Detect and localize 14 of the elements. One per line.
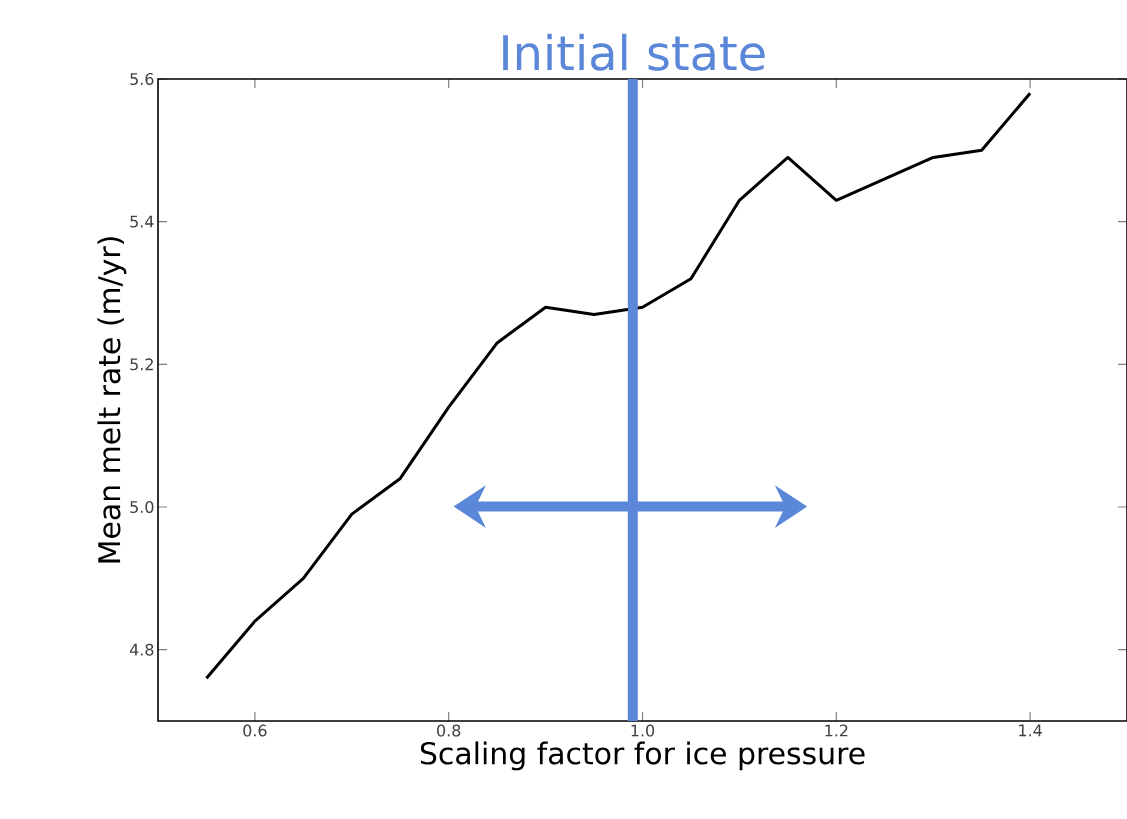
x-tick-label: 1.2 bbox=[825, 724, 848, 737]
y-axis-title: Mean melt rate (m/yr) bbox=[97, 237, 127, 563]
line-series bbox=[204, 91, 1032, 680]
x-tick-label: 0.8 bbox=[437, 724, 461, 737]
y-tick-label: 4.8 bbox=[129, 643, 154, 656]
y-tick-label: 5.2 bbox=[130, 358, 153, 371]
x-tick-label: 0.6 bbox=[243, 724, 267, 737]
ref-line-label: Initial state bbox=[503, 33, 765, 71]
x-tick-label: 1.4 bbox=[1019, 724, 1042, 737]
y-tick-label: 5.4 bbox=[130, 215, 154, 228]
y-tick-label: 5.0 bbox=[130, 500, 154, 514]
y-tick-label: 5.6 bbox=[130, 72, 154, 86]
x-tick-label: 1.0 bbox=[631, 724, 655, 737]
x-axis-title: Scaling factor for ice pressure bbox=[420, 741, 865, 771]
